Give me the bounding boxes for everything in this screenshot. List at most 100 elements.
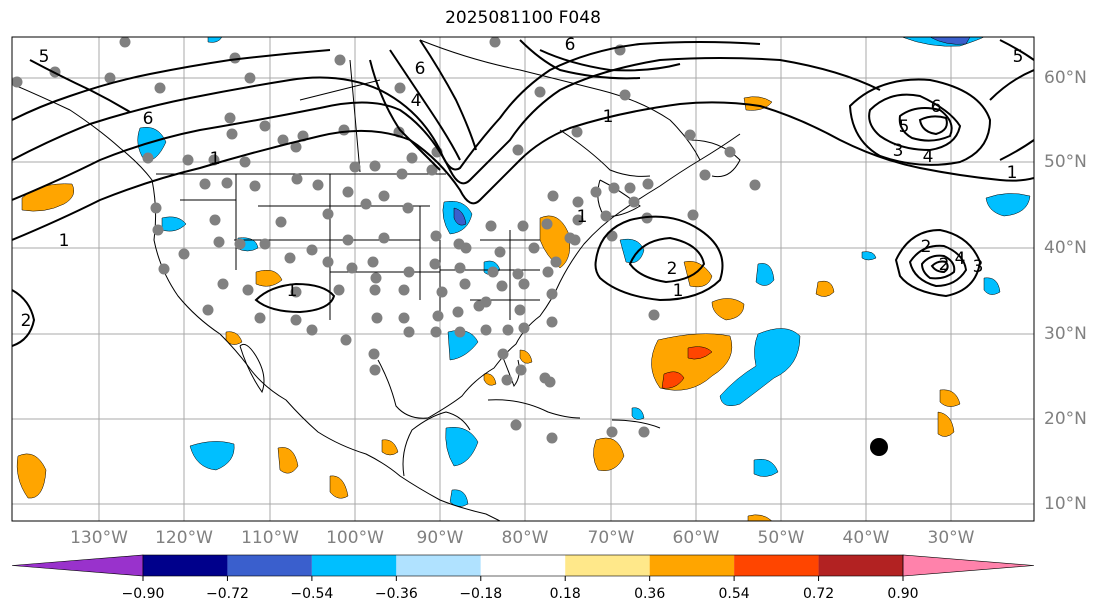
contour-label: 6 bbox=[143, 109, 154, 129]
colorbar-swatch bbox=[818, 555, 903, 576]
station-dot bbox=[518, 322, 530, 334]
station-dot bbox=[572, 214, 584, 226]
station-dot bbox=[487, 266, 499, 278]
station-dot bbox=[275, 216, 287, 228]
station-dot bbox=[648, 309, 660, 321]
station-dot bbox=[202, 304, 214, 316]
station-dot bbox=[460, 242, 472, 254]
station-dot bbox=[342, 234, 354, 246]
station-dot bbox=[502, 324, 514, 336]
station-dot bbox=[367, 256, 379, 268]
strong-positive-blob bbox=[687, 346, 713, 360]
station-dot bbox=[370, 272, 382, 284]
colorbar-tick-label: −0.18 bbox=[459, 586, 503, 602]
station-dot bbox=[590, 186, 602, 198]
contour-label: 3 bbox=[893, 141, 904, 161]
positive-blob bbox=[277, 447, 299, 474]
station-dot bbox=[290, 314, 302, 326]
station-dot bbox=[426, 164, 438, 176]
station-dot bbox=[572, 196, 584, 208]
positive-blob bbox=[593, 437, 625, 471]
station-dot bbox=[684, 129, 696, 141]
station-dot bbox=[687, 209, 699, 221]
station-dot bbox=[369, 284, 381, 296]
station-dot bbox=[512, 144, 524, 156]
contour-label: 1 bbox=[210, 149, 221, 169]
colorbar-tick-label: 0.18 bbox=[549, 586, 581, 602]
station-dot bbox=[515, 364, 527, 376]
latitude-label: 30°N bbox=[1044, 324, 1087, 344]
station-dot bbox=[512, 268, 524, 280]
negative-blob bbox=[985, 193, 1031, 217]
station-dot bbox=[398, 284, 410, 296]
station-dot bbox=[224, 112, 236, 124]
station-dot bbox=[454, 326, 466, 338]
positive-blob bbox=[483, 373, 497, 386]
station-dot bbox=[569, 234, 581, 246]
station-dot bbox=[403, 266, 415, 278]
negative-blob bbox=[755, 263, 775, 286]
positive-blob bbox=[937, 411, 955, 437]
station-dot bbox=[571, 126, 583, 138]
station-dot bbox=[496, 280, 508, 292]
station-dot bbox=[606, 426, 618, 438]
contour-label: 4 bbox=[955, 249, 966, 269]
station-dot bbox=[349, 161, 361, 173]
station-dot bbox=[396, 168, 408, 180]
latitude-label: 60°N bbox=[1044, 68, 1087, 88]
station-dot bbox=[510, 419, 522, 431]
anomaly-shading bbox=[16, 37, 1031, 521]
colorbar-swatch bbox=[734, 555, 819, 576]
station-dot bbox=[152, 224, 164, 236]
contour-label: 1 bbox=[673, 281, 684, 301]
station-dot bbox=[259, 120, 271, 132]
station-dot bbox=[221, 177, 233, 189]
longitude-label: 50°W bbox=[757, 528, 805, 548]
station-dot bbox=[334, 54, 346, 66]
contour-label: 1 bbox=[1007, 163, 1018, 183]
colorbar-tick-label: −0.90 bbox=[121, 586, 165, 602]
contour-label: 2 bbox=[921, 237, 932, 257]
station-dot bbox=[306, 244, 318, 256]
station-dot bbox=[244, 72, 256, 84]
station-dot bbox=[229, 52, 241, 64]
longitude-label: 100°W bbox=[326, 528, 384, 548]
station-dot bbox=[306, 324, 318, 336]
contour-label: 2 bbox=[21, 311, 32, 331]
contour-label: 6 bbox=[565, 35, 576, 55]
negative-blob bbox=[861, 251, 877, 261]
station-dot bbox=[600, 210, 612, 222]
contour-label: 5 bbox=[899, 117, 910, 137]
station-dot bbox=[546, 432, 558, 444]
station-dot bbox=[430, 230, 442, 242]
colorbar-swatch bbox=[649, 555, 735, 576]
positive-blob bbox=[255, 270, 283, 287]
positive-blob bbox=[683, 261, 713, 288]
colorbar bbox=[11, 554, 1035, 581]
longitude-label: 40°W bbox=[842, 528, 890, 548]
station-dot bbox=[242, 284, 254, 296]
station-dot bbox=[430, 326, 442, 338]
station-dot bbox=[340, 334, 352, 346]
contour-label: 1 bbox=[603, 107, 614, 127]
negative-blob bbox=[929, 37, 971, 45]
station-dot bbox=[403, 326, 415, 338]
positive-blob bbox=[16, 453, 47, 499]
station-dot bbox=[12, 76, 23, 88]
station-dot bbox=[104, 72, 116, 84]
station-dot bbox=[501, 374, 513, 386]
station-dot bbox=[322, 208, 334, 220]
contour-label: 1 bbox=[287, 281, 298, 301]
colorbar-tick-label: −0.36 bbox=[374, 586, 418, 602]
station-dot bbox=[619, 89, 631, 101]
positive-blob bbox=[329, 475, 349, 499]
station-dot bbox=[608, 182, 620, 194]
station-dot bbox=[368, 348, 380, 360]
contour-label: 6 bbox=[931, 97, 942, 117]
station-dot bbox=[291, 173, 303, 185]
longitude-label: 110°W bbox=[241, 528, 299, 548]
negative-blob bbox=[983, 277, 1001, 295]
station-dot bbox=[249, 180, 261, 192]
contour-label: 4 bbox=[923, 147, 934, 167]
